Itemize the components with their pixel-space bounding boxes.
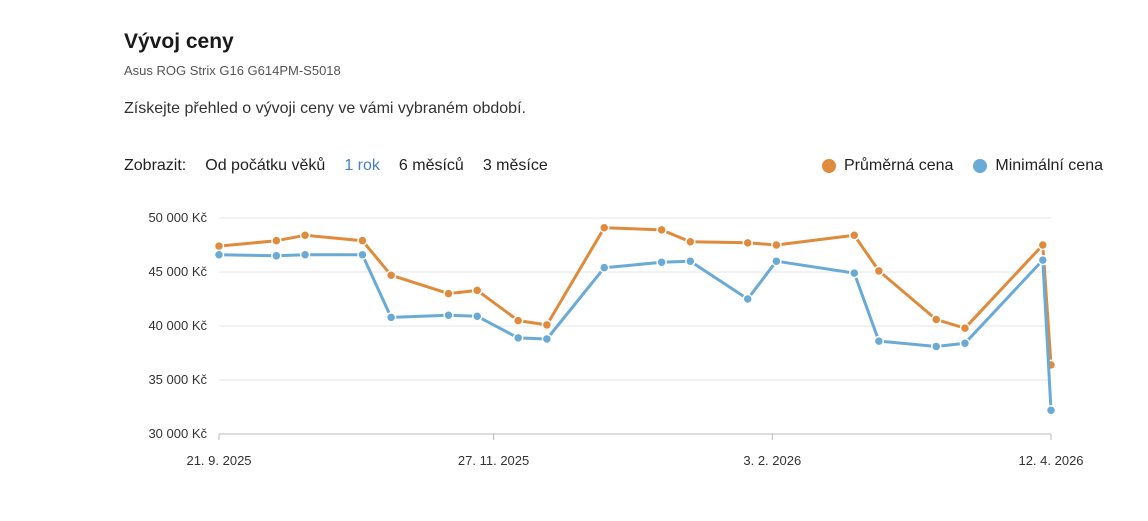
- x-tick-label: 3. 2. 2026: [743, 453, 801, 468]
- filter-option-all-time[interactable]: Od počátku věků: [205, 157, 326, 174]
- data-point-minimum: [849, 267, 860, 279]
- data-point-average: [656, 224, 667, 236]
- y-tick-label: 30 000 Kč: [148, 426, 207, 441]
- data-point-average: [685, 236, 696, 248]
- y-tick-label: 35 000 Kč: [148, 372, 207, 387]
- data-point-minimum: [443, 309, 454, 321]
- data-point-average: [1037, 239, 1049, 251]
- y-tick-label: 45 000 Kč: [148, 264, 207, 279]
- data-point-minimum: [742, 293, 753, 305]
- data-point-average: [213, 240, 225, 252]
- data-point-average: [357, 235, 368, 246]
- data-point-minimum: [930, 341, 942, 352]
- data-point-minimum: [271, 250, 282, 262]
- x-tick-label: 12. 4. 2026: [1018, 453, 1083, 468]
- data-point-minimum: [1037, 254, 1049, 266]
- data-point-average: [471, 285, 483, 296]
- data-point-minimum: [541, 333, 553, 345]
- series-line-minimum: [217, 253, 1053, 412]
- data-point-average: [873, 265, 885, 277]
- description: Získejte přehled o vývoji ceny ve vámi v…: [124, 100, 526, 117]
- filter-option-6-months[interactable]: 6 měsíců: [398, 157, 464, 174]
- data-point-average: [849, 230, 860, 241]
- data-point-minimum: [771, 255, 782, 267]
- data-point-average: [742, 237, 753, 249]
- series-line-average: [217, 226, 1053, 367]
- legend-dot-average: [822, 159, 836, 173]
- data-point-minimum: [299, 249, 311, 260]
- data-point-average: [385, 269, 397, 281]
- y-tick-label: 50 000 Kč: [148, 210, 207, 225]
- data-point-minimum: [685, 255, 696, 267]
- legend-item-minimum[interactable]: Minimální cena: [973, 157, 1103, 175]
- data-point-minimum: [385, 312, 397, 323]
- legend-label-minimum: Minimální cena: [995, 157, 1103, 174]
- data-point-average: [271, 235, 282, 246]
- filter-label: Zobrazit:: [124, 157, 187, 174]
- data-point-average: [299, 230, 311, 241]
- data-point-average: [599, 222, 610, 233]
- product-name: Asus ROG Strix G16 G614PM-S5018: [124, 63, 341, 78]
- data-point-minimum: [959, 338, 971, 349]
- data-point-minimum: [1045, 404, 1057, 416]
- data-point-minimum: [512, 332, 524, 344]
- period-filter: Zobrazit: Od počátku věků 1 rok 6 měsíců…: [124, 157, 567, 175]
- data-point-average: [541, 319, 553, 331]
- y-tick-label: 40 000 Kč: [148, 318, 207, 333]
- data-point-average: [443, 288, 454, 299]
- data-point-average: [512, 315, 524, 326]
- filter-option-1-year[interactable]: 1 rok: [344, 157, 380, 174]
- data-point-average: [771, 239, 782, 251]
- data-point-average: [959, 322, 971, 334]
- data-point-minimum: [656, 257, 667, 268]
- legend-dot-minimum: [973, 159, 988, 173]
- filter-option-3-months[interactable]: 3 měsíce: [482, 157, 548, 174]
- data-point-minimum: [599, 262, 610, 273]
- legend-item-average[interactable]: Průměrná cena: [822, 157, 953, 175]
- data-point-minimum: [213, 249, 225, 260]
- data-point-minimum: [357, 249, 368, 260]
- x-tick-label: 21. 9. 2025: [186, 453, 251, 468]
- data-point-minimum: [471, 311, 483, 322]
- data-point-minimum: [873, 335, 885, 347]
- x-tick-label: 27. 11. 2025: [458, 453, 529, 468]
- chart-legend: Průměrná cena Minimální cena: [802, 157, 1103, 175]
- data-point-average: [930, 314, 942, 325]
- legend-label-average: Průměrná cena: [844, 157, 954, 174]
- page-title: Vývoj ceny: [124, 30, 234, 53]
